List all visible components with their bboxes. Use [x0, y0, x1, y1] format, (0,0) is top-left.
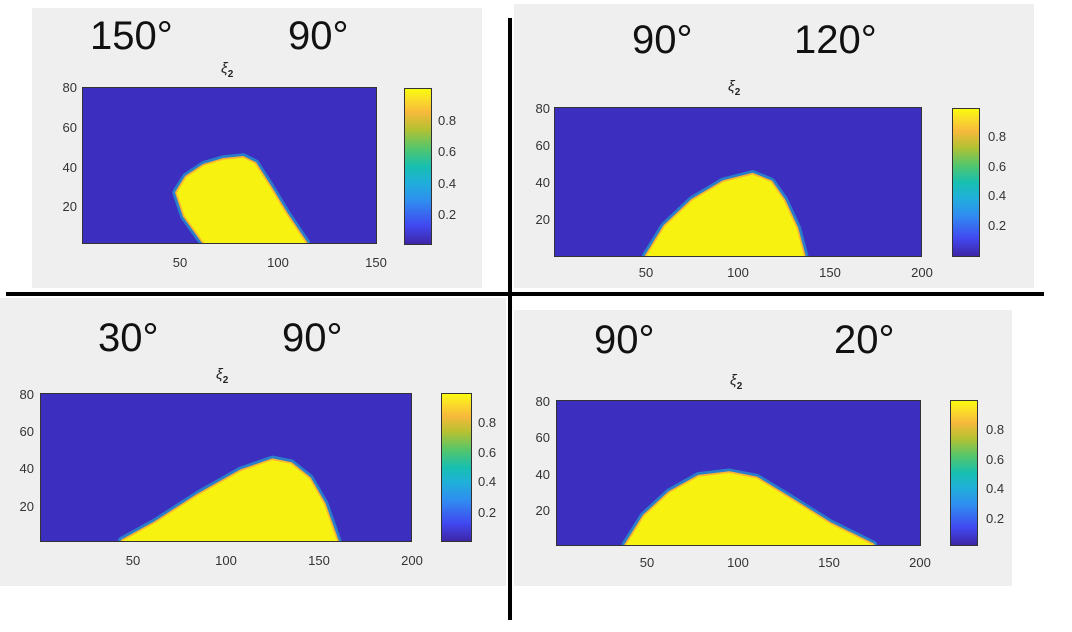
y-tick: 60	[19, 424, 34, 439]
heatmap-plot	[554, 107, 922, 257]
panel-2: 90° 120° ξ2 80 60 40 20 50 100 150 200 0…	[514, 4, 1034, 288]
y-tick: 40	[535, 467, 550, 482]
heatmap-plot	[556, 400, 921, 546]
y-tick: 20	[62, 199, 77, 214]
angle-left-label: 150°	[90, 14, 173, 58]
heatmap-plot	[40, 393, 412, 542]
colorbar-tick: 0.4	[988, 188, 1007, 203]
colorbar-tick: 0.2	[988, 218, 1007, 233]
panel-1: 150° 90° ξ2 80 60 40 20 50 100 150 0.8 0…	[32, 8, 482, 288]
high-value-region	[626, 473, 873, 545]
y-tick: 80	[535, 394, 550, 409]
y-tick: 60	[535, 138, 550, 153]
x-tick: 50	[639, 555, 655, 570]
heatmap-svg	[117, 455, 342, 541]
x-tick: 150	[365, 255, 387, 270]
x-tick: 200	[401, 553, 423, 568]
angle-right-label: 90°	[282, 316, 343, 360]
heatmap-svg	[172, 153, 311, 243]
x-tick: 150	[819, 265, 841, 280]
x-tick: 150	[818, 555, 840, 570]
colorbar-tick: 0.2	[986, 511, 1005, 526]
y-tick: 20	[535, 503, 550, 518]
panel-4: 90° 20° ξ2 80 60 40 20 50 100 150 200 0.…	[514, 310, 1012, 586]
x-tick: 50	[638, 265, 654, 280]
high-value-region	[122, 460, 338, 541]
y-tick: 60	[62, 120, 77, 135]
angle-right-label: 20°	[834, 318, 895, 362]
colorbar-tick: 0.6	[988, 159, 1007, 174]
xi-label: ξ2	[730, 372, 743, 392]
x-tick: 200	[911, 265, 933, 280]
panel-3: 30° 90° ξ2 80 60 40 20 50 100 150 200 0.…	[0, 298, 506, 586]
colorbar	[952, 108, 980, 257]
colorbar-tick: 0.8	[478, 415, 497, 430]
x-tick: 200	[909, 555, 931, 570]
horizontal-divider	[6, 292, 1044, 296]
y-tick: 80	[62, 80, 77, 95]
xi-label: ξ2	[221, 60, 234, 80]
y-tick: 20	[535, 212, 550, 227]
colorbar-tick: 0.4	[478, 474, 497, 489]
xi-label: ξ2	[728, 78, 741, 98]
colorbar-tick: 0.8	[438, 113, 457, 128]
x-tick: 50	[125, 553, 141, 568]
x-tick: 50	[172, 255, 188, 270]
colorbar-tick: 0.4	[438, 176, 457, 191]
high-value-region	[176, 157, 306, 243]
x-tick: 100	[727, 555, 749, 570]
xi-label: ξ2	[216, 366, 229, 386]
colorbar-tick: 0.2	[438, 207, 457, 222]
angle-left-label: 90°	[594, 318, 655, 362]
angle-right-label: 90°	[288, 14, 349, 58]
heatmap-plot	[82, 87, 377, 244]
x-tick: 100	[727, 265, 749, 280]
vertical-divider	[508, 18, 512, 620]
angle-right-label: 120°	[794, 18, 877, 62]
colorbar-tick: 0.8	[988, 129, 1007, 144]
y-tick: 80	[19, 387, 34, 402]
y-tick: 40	[19, 461, 34, 476]
x-tick: 100	[215, 553, 237, 568]
y-tick: 40	[535, 175, 550, 190]
colorbar-tick: 0.6	[478, 445, 497, 460]
x-tick: 150	[308, 553, 330, 568]
heatmap-svg	[642, 170, 809, 256]
colorbar-tick: 0.4	[986, 481, 1005, 496]
colorbar-tick: 0.6	[438, 144, 457, 159]
y-tick: 20	[19, 499, 34, 514]
colorbar-tick: 0.6	[986, 452, 1005, 467]
high-value-region	[646, 174, 804, 256]
region-edge	[624, 471, 875, 545]
angle-left-label: 30°	[98, 316, 159, 360]
y-tick: 80	[535, 101, 550, 116]
y-tick: 40	[62, 160, 77, 175]
colorbar	[404, 88, 432, 245]
heatmap-svg	[621, 468, 878, 545]
colorbar	[950, 400, 978, 546]
x-tick: 100	[267, 255, 289, 270]
colorbar	[441, 393, 472, 542]
colorbar-tick: 0.2	[478, 505, 497, 520]
y-tick: 60	[535, 430, 550, 445]
colorbar-tick: 0.8	[986, 422, 1005, 437]
angle-left-label: 90°	[632, 18, 693, 62]
